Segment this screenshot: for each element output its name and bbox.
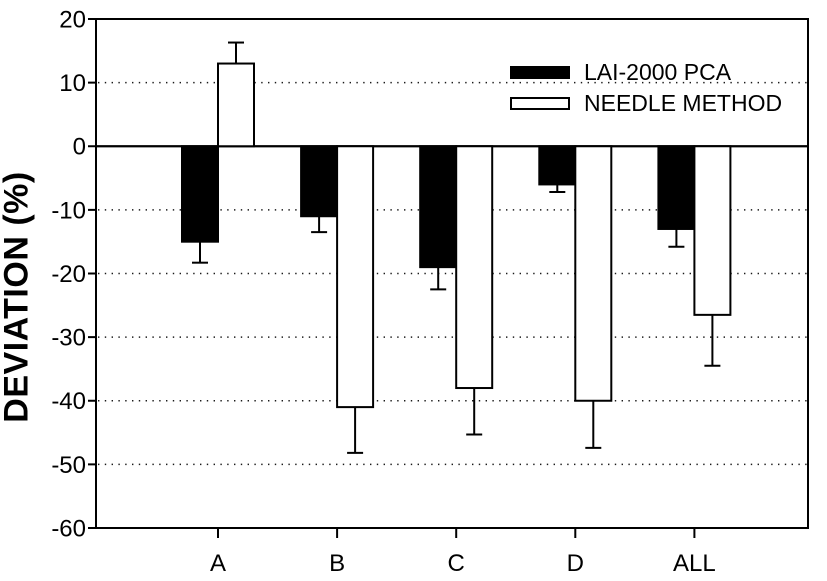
bar bbox=[693, 145, 732, 316]
bar bbox=[336, 145, 375, 409]
legend-swatch-black bbox=[510, 65, 570, 79]
bar bbox=[217, 62, 255, 148]
y-axis-title: DEVIATION (%) bbox=[0, 171, 36, 423]
bar bbox=[455, 145, 494, 390]
bar bbox=[657, 145, 696, 230]
y-tick-label: -10 bbox=[51, 197, 86, 224]
bar bbox=[574, 145, 613, 402]
y-tick-label: -20 bbox=[51, 261, 86, 288]
y-tick-label: 10 bbox=[59, 70, 86, 97]
legend-label: LAI-2000 PCA bbox=[584, 58, 732, 85]
y-tick-label: -30 bbox=[51, 325, 86, 352]
x-category-label: A bbox=[210, 550, 226, 577]
legend-label: NEEDLE METHOD bbox=[584, 89, 783, 116]
bar bbox=[300, 145, 339, 218]
bar bbox=[419, 145, 458, 269]
x-category-label: B bbox=[329, 550, 345, 577]
y-tick-label: -40 bbox=[51, 388, 86, 415]
legend-swatch-white bbox=[510, 96, 570, 110]
y-tick-label: 20 bbox=[59, 6, 86, 33]
y-tick-label: -50 bbox=[51, 452, 86, 479]
y-tick-label: -60 bbox=[51, 515, 86, 542]
x-category-label: D bbox=[567, 550, 584, 577]
legend: LAI-2000 PCA NEEDLE METHOD bbox=[510, 59, 782, 121]
bar bbox=[538, 145, 577, 186]
x-category-label: C bbox=[448, 550, 465, 577]
y-tick-label: 0 bbox=[73, 134, 86, 161]
legend-item-needle: NEEDLE METHOD bbox=[510, 90, 782, 116]
legend-item-lai2000: LAI-2000 PCA bbox=[510, 59, 782, 85]
bar bbox=[181, 145, 219, 243]
x-category-label: ALL bbox=[673, 550, 716, 577]
